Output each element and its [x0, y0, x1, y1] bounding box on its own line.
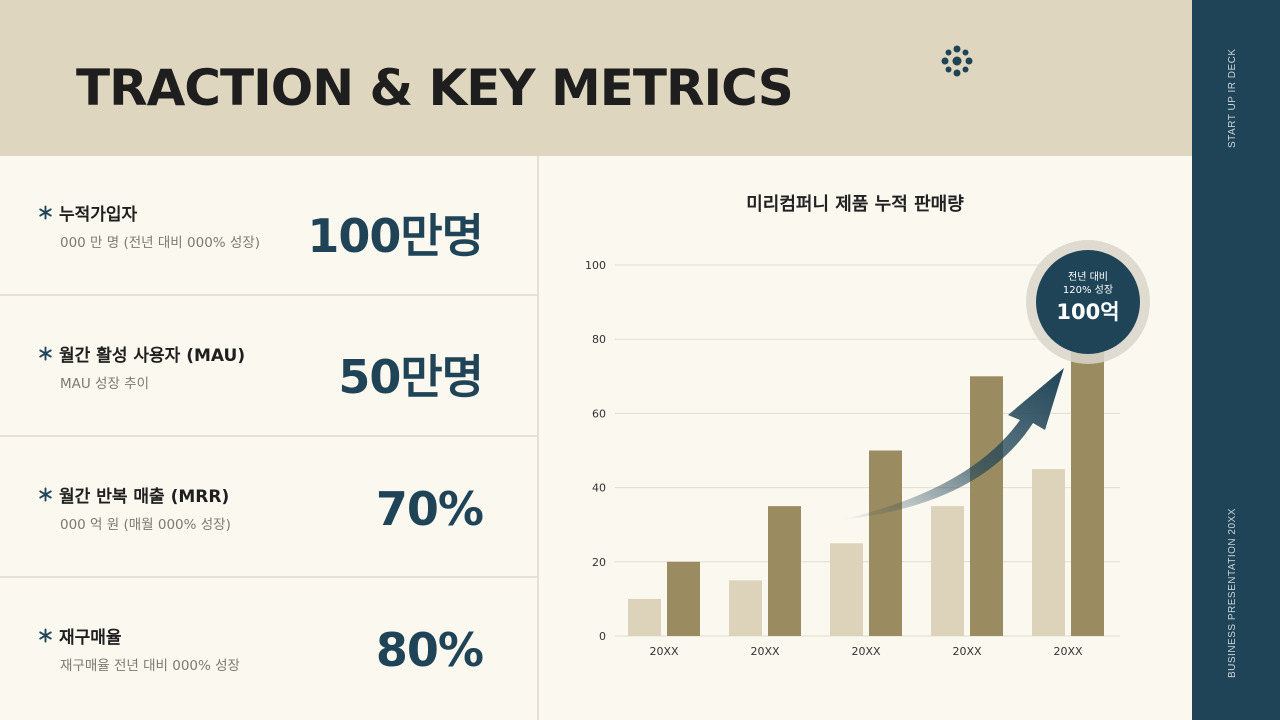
molecule-icon — [941, 45, 973, 77]
metric-subtext: 000 만 명 (전년 대비 000% 성장) — [60, 235, 261, 251]
badge-line2: 120% 성장 — [1063, 284, 1113, 296]
y-tick-label: 100 — [585, 259, 606, 272]
metric-label: 월간 반복 매출 (MRR) — [59, 487, 230, 507]
metric-card: 누적가입자 000 만 명 (전년 대비 000% 성장) 100만명 — [0, 156, 537, 296]
bar-series-1 — [830, 543, 863, 636]
header-band — [0, 0, 1192, 156]
x-tick-label: 20XX — [750, 645, 780, 658]
bar-series-1 — [628, 598, 661, 636]
metric-label: 월간 활성 사용자 (MAU) — [59, 346, 246, 366]
metric-subtext: 000 억 원 (매월 000% 성장) — [60, 517, 231, 533]
y-tick-label: 20 — [592, 556, 606, 569]
bar-series-1 — [931, 506, 964, 636]
bar-series-2 — [667, 561, 700, 636]
x-tick-label: 20XX — [851, 645, 881, 658]
y-tick-label: 0 — [599, 630, 606, 643]
sidebar-bottom-text: BUSINESS PRESENTATION 20XX — [1227, 508, 1238, 678]
snowflake-icon — [39, 487, 52, 502]
metric-subtext: 재구매율 전년 대비 000% 성장 — [60, 658, 240, 674]
page-title: TRACTION & KEY METRICS — [76, 59, 794, 117]
badge-value: 100억 — [1056, 300, 1119, 324]
y-tick-label: 60 — [592, 407, 606, 420]
snowflake-icon — [39, 205, 52, 220]
snowflake-icon — [39, 628, 52, 643]
bar-series-1 — [729, 580, 762, 636]
sidebar-top-text: START UP IR DECK — [1227, 48, 1238, 148]
metric-value: 70% — [375, 482, 484, 536]
metric-label: 누적가입자 — [59, 205, 138, 225]
snowflake-icon — [39, 346, 52, 361]
y-tick-label: 80 — [592, 333, 606, 346]
metric-value: 100만명 — [307, 209, 484, 263]
x-tick-label: 20XX — [952, 645, 982, 658]
metric-subtext: MAU 성장 추이 — [60, 376, 150, 392]
bar-series-2 — [768, 506, 801, 636]
metric-value: 50만명 — [338, 350, 484, 404]
bar-series-1 — [1032, 469, 1065, 636]
metric-card: 월간 반복 매출 (MRR) 000 억 원 (매월 000% 성장) 70% — [0, 438, 537, 578]
badge-circle — [1036, 250, 1140, 354]
bar-series-2 — [970, 376, 1003, 636]
badge-line1: 전년 대비 — [1068, 271, 1108, 283]
growth-arrow — [840, 368, 1064, 520]
bar-chart: 0 20 40 60 80 100 20XX 20XX 20XX 20XX 20XX 전년 대비120… — [585, 240, 1150, 658]
x-tick-label: 20XX — [1053, 645, 1083, 658]
metric-card: 월간 활성 사용자 (MAU) MAU 성장 추이 50만명 — [0, 297, 537, 437]
chart-title: 미리컴퍼니 제품 누적 판매량 — [746, 194, 964, 215]
metric-value: 80% — [375, 623, 484, 677]
metric-label: 재구매율 — [59, 628, 122, 648]
sidebar — [1192, 0, 1280, 720]
bar-series-2 — [869, 450, 902, 636]
y-tick-label: 40 — [592, 482, 606, 495]
metric-card: 재구매율 재구매율 전년 대비 000% 성장 80% — [0, 579, 537, 719]
metrics-panel: 누적가입자 000 만 명 (전년 대비 000% 성장) 100만명 월간 활… — [0, 156, 539, 720]
x-tick-label: 20XX — [649, 645, 679, 658]
